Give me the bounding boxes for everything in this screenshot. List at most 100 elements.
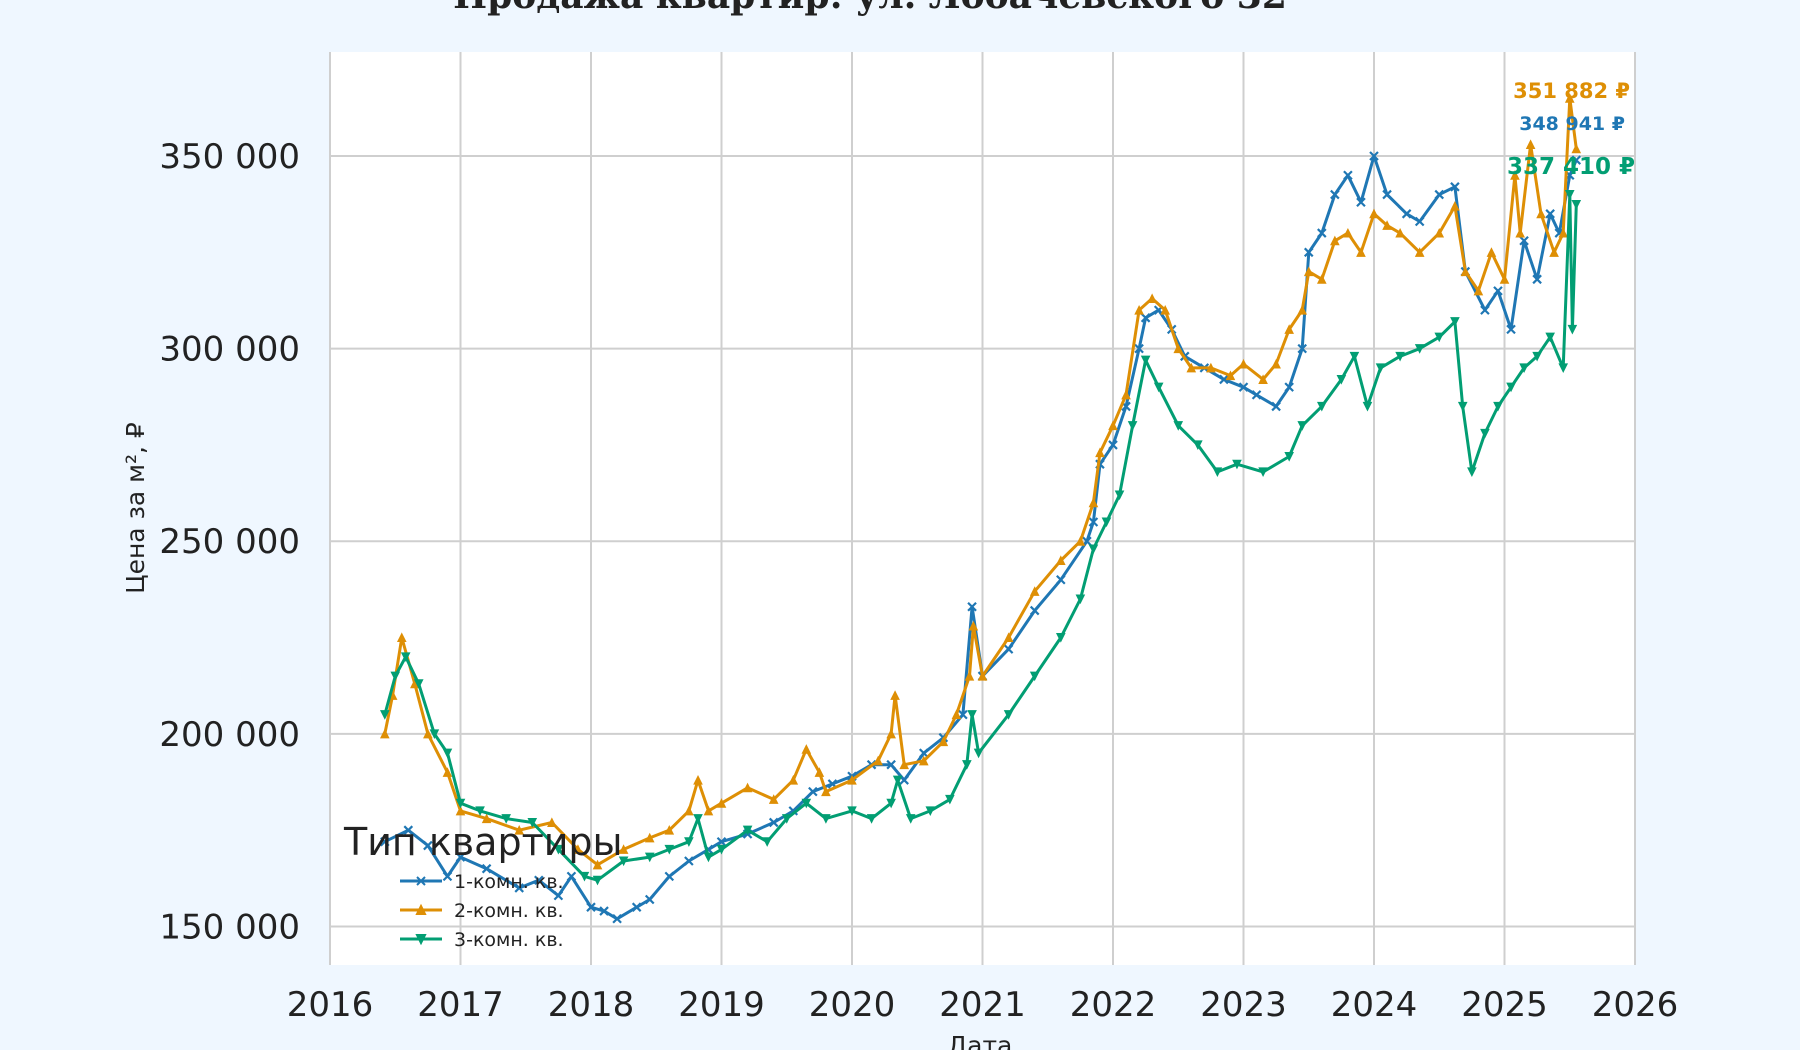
- data-point: [1232, 459, 1242, 470]
- data-point: [1173, 421, 1184, 431]
- x-tick-label: 2023: [1200, 985, 1287, 1025]
- data-point: [1316, 401, 1327, 412]
- data-point: [380, 710, 390, 720]
- data-point: [1414, 247, 1425, 257]
- x-tick-label: 2016: [287, 985, 374, 1025]
- data-point: [1297, 304, 1308, 315]
- data-point: [1258, 374, 1268, 384]
- data-point: [716, 844, 727, 855]
- data-point: [1147, 293, 1157, 304]
- data-point: [1140, 313, 1151, 323]
- end-value-label: 348 941 ₽: [1519, 113, 1625, 135]
- data-point: [547, 817, 557, 827]
- data-point: [592, 859, 603, 870]
- x-tick-label: 2018: [548, 985, 635, 1025]
- data-point: [1271, 401, 1281, 412]
- data-point: [1258, 467, 1268, 478]
- data-point: [1056, 574, 1066, 585]
- data-point: [1362, 401, 1373, 412]
- data-point: [442, 871, 453, 882]
- data-point: [644, 894, 655, 905]
- data-point: [664, 825, 675, 835]
- data-point: [1414, 216, 1425, 227]
- data-point: [1356, 247, 1366, 257]
- data-point: [1434, 332, 1445, 343]
- data-point: [918, 755, 929, 766]
- data-point: [1055, 633, 1066, 643]
- data-point: [1343, 170, 1353, 181]
- data-point: [1450, 182, 1460, 192]
- data-point: [1414, 344, 1425, 354]
- data-point: [808, 786, 818, 797]
- data-point: [918, 748, 929, 758]
- data-point: [1558, 227, 1569, 238]
- data-point: [1343, 227, 1353, 238]
- y-tick-label: 150 000: [159, 907, 300, 947]
- data-point: [886, 759, 896, 770]
- data-point: [618, 844, 629, 854]
- data-point: [423, 728, 433, 739]
- data-point: [1088, 544, 1099, 555]
- data-point: [442, 767, 453, 777]
- legend-marker: [415, 903, 427, 915]
- x-tick-label: 2021: [939, 985, 1026, 1025]
- data-point: [1225, 370, 1236, 381]
- data-point: [1127, 421, 1138, 431]
- data-point: [599, 906, 609, 916]
- legend: Тип квартиры 1-комн. кв. 2-комн. кв. 3-ком…: [343, 820, 623, 951]
- data-point: [1480, 428, 1490, 439]
- data-point: [1003, 632, 1014, 643]
- data-point: [396, 632, 407, 643]
- data-point: [1434, 189, 1445, 200]
- data-point: [631, 902, 642, 912]
- data-point: [1401, 209, 1412, 219]
- chart-title: Продажа квартир: ул. Лобачевского 32: [453, 0, 1287, 17]
- data-point: [612, 913, 622, 924]
- data-point: [1486, 247, 1497, 257]
- data-point: [866, 814, 877, 824]
- data-point: [1212, 467, 1223, 478]
- data-point: [1375, 363, 1386, 374]
- data-point: [1525, 139, 1536, 149]
- data-point: [781, 814, 792, 824]
- data-point: [788, 774, 799, 785]
- data-point: [892, 775, 903, 786]
- data-point: [475, 806, 485, 817]
- data-point: [964, 670, 975, 681]
- data-point: [1003, 710, 1014, 720]
- end-value-label: 337 410 ₽: [1507, 154, 1635, 180]
- data-point: [664, 844, 675, 855]
- data-point: [1382, 189, 1392, 200]
- data-point: [1271, 358, 1281, 369]
- data-point: [951, 709, 962, 720]
- x-tick-label: 2024: [1331, 985, 1418, 1025]
- data-point: [1395, 351, 1405, 362]
- data-point: [618, 856, 629, 867]
- data-point: [1493, 286, 1503, 296]
- data-point: [788, 806, 799, 816]
- y-axis-label: Цена за м², ₽: [121, 422, 150, 594]
- data-point: [1450, 317, 1460, 327]
- legend-marker: [416, 876, 426, 886]
- data-point: [1316, 274, 1327, 284]
- data-point: [1532, 274, 1542, 285]
- data-point: [1499, 274, 1510, 284]
- data-point: [1532, 351, 1542, 362]
- x-tick-label: 2025: [1461, 985, 1548, 1025]
- data-point: [553, 890, 564, 901]
- data-point: [1519, 235, 1529, 246]
- data-point: [1457, 401, 1468, 412]
- data-point: [481, 813, 492, 824]
- data-point: [1510, 170, 1520, 180]
- data-point: [1108, 440, 1118, 450]
- data-point: [1134, 343, 1144, 354]
- data-point: [1238, 358, 1249, 369]
- data-point: [1515, 227, 1525, 238]
- data-point: [1251, 390, 1262, 400]
- data-point: [534, 875, 544, 886]
- data-point: [1558, 363, 1569, 374]
- data-point: [886, 728, 896, 739]
- data-point: [814, 767, 825, 777]
- y-tick-label: 200 000: [159, 715, 300, 755]
